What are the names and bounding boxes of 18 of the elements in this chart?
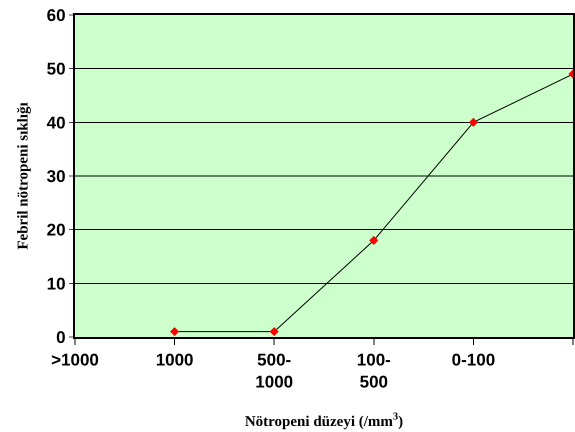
y-tick-label: 60 xyxy=(46,6,66,25)
y-tick-label: 10 xyxy=(46,274,66,294)
y-axis-title: Febril nötropeni sıklığı xyxy=(15,102,32,250)
x-tick-label: 0-100 xyxy=(452,350,496,370)
x-tick-label: 100- 500 xyxy=(356,350,391,392)
y-tick-label: 30 xyxy=(46,166,66,186)
y-tick-label: 0 xyxy=(56,328,66,347)
point xyxy=(369,236,378,245)
x-tick-label: 1000 xyxy=(156,350,194,370)
x-axis-title: Nötropeni düzeyi (/mm$^{3}$) xyxy=(244,412,404,430)
point xyxy=(468,118,478,127)
point xyxy=(270,327,279,336)
y-tick-label: 40 xyxy=(46,113,66,132)
y-tick-label: 20 xyxy=(46,220,66,240)
x-tick-label: 500- 1000 xyxy=(255,350,294,392)
x-tick-label: >1000 xyxy=(51,350,99,370)
y-tick-label: 50 xyxy=(46,60,66,79)
point xyxy=(170,327,180,336)
